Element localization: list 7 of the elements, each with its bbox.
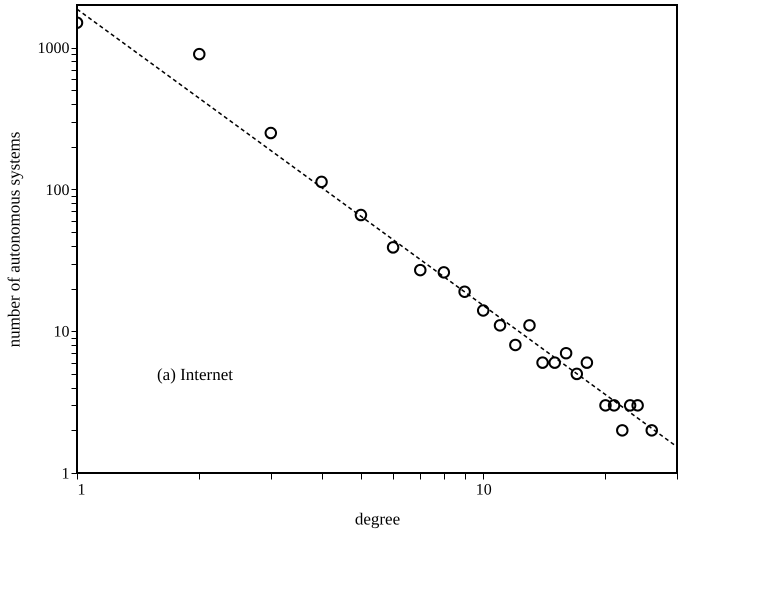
x-axis-title: degree [354,510,400,528]
y-tick-label: 1 [62,466,70,482]
y-tick-label: 100 [46,182,70,199]
annotation: (a) Internet [157,365,234,384]
y-axis-title: number of autonomous systems [4,132,24,348]
y-tick-label: 1000 [38,40,70,58]
y-tick-label: 10 [54,324,70,341]
